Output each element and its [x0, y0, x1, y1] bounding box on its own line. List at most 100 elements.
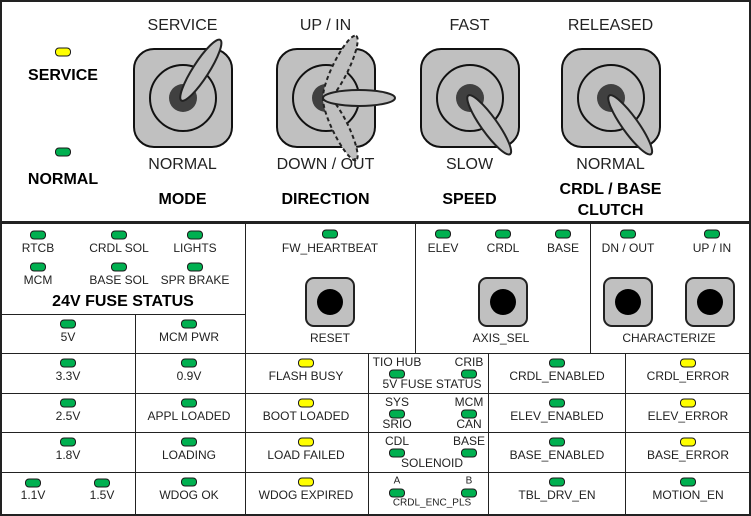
- fuse-24v-title: 24V FUSE STATUS: [52, 293, 194, 310]
- direction-toggle-switch[interactable]: [276, 34, 396, 162]
- divider: [135, 314, 136, 514]
- divider: [625, 353, 626, 514]
- characterize-dn-out-button[interactable]: [603, 277, 653, 327]
- divider: [0, 393, 751, 394]
- enabled-label: TBL_DRV_EN: [518, 488, 596, 502]
- boot-label: WDOG OK: [159, 488, 219, 502]
- error-label: ELEV_ERROR: [647, 409, 729, 423]
- divider: [245, 353, 246, 514]
- divider: [0, 472, 751, 473]
- characterize-up-in-button[interactable]: [685, 277, 735, 327]
- pair-right-led: [461, 448, 477, 458]
- pair-right-led: [461, 409, 477, 419]
- divider: [488, 353, 489, 514]
- boot-led: [181, 358, 197, 368]
- axis-led: [495, 229, 511, 239]
- normal-led: [55, 147, 71, 157]
- error-led: [680, 437, 696, 447]
- boot-label: 0.9V: [176, 369, 202, 383]
- speed-title: SPEED: [442, 191, 497, 208]
- service-indicator-label: SERVICE: [28, 67, 98, 84]
- pair-right-label: B: [465, 475, 473, 487]
- mode-top-label: SERVICE: [147, 17, 218, 34]
- clutch-toggle-switch[interactable]: [561, 48, 661, 156]
- normal-indicator-label: NORMAL: [27, 171, 99, 188]
- clutch-title-line1: CRDL / BASE: [559, 181, 662, 198]
- error-label: BASE_ERROR: [646, 448, 730, 462]
- axis-label: CRDL: [486, 241, 520, 255]
- speed-bottom-label: SLOW: [445, 156, 494, 173]
- pair-right-label: CRIB: [454, 355, 484, 369]
- divider: [590, 224, 591, 353]
- divider: [0, 221, 751, 224]
- flash-led: [298, 358, 314, 368]
- error-led: [680, 398, 696, 408]
- enabled-led: [549, 477, 565, 487]
- fuse-label: LIGHTS: [173, 241, 217, 255]
- pair-right-sub: CAN: [456, 417, 482, 431]
- characterize-label: CHARACTERIZE: [622, 331, 716, 345]
- error-label: CRDL_ERROR: [646, 369, 730, 383]
- fuse-label: CRDL SOL: [89, 241, 149, 255]
- pair-left-led: [389, 409, 405, 419]
- fuse-led: [30, 230, 46, 240]
- error-led: [680, 477, 696, 487]
- voltage-label: 1.8V: [55, 448, 81, 462]
- pair-left-led: [389, 369, 405, 379]
- characterize-led: [704, 229, 720, 239]
- voltage-led: [94, 478, 110, 488]
- flash-label: FLASH BUSY: [268, 369, 344, 383]
- axis-label: BASE: [546, 241, 580, 255]
- direction-title: DIRECTION: [281, 191, 370, 208]
- mode-toggle-switch[interactable]: [133, 38, 233, 148]
- divider: [415, 224, 416, 353]
- pair-left-label: CDL: [384, 434, 410, 448]
- boot-label: LOADING: [161, 448, 217, 462]
- clutch-title-line2: CLUTCH: [577, 202, 644, 219]
- pair-left-label: SYS: [384, 395, 410, 409]
- heartbeat-led: [322, 229, 338, 239]
- flash-led: [298, 398, 314, 408]
- reset-button[interactable]: [305, 277, 355, 327]
- boot-label: APPL LOADED: [147, 409, 231, 423]
- enabled-led: [549, 358, 565, 368]
- boot-led: [181, 398, 197, 408]
- flash-label: WDOG EXPIRED: [258, 488, 354, 502]
- pair-left-led: [389, 488, 405, 498]
- voltage-led: [60, 358, 76, 368]
- pair-right-label: MCM: [454, 395, 484, 409]
- voltage-led: [60, 437, 76, 447]
- service-led: [55, 47, 71, 57]
- axis-led: [555, 229, 571, 239]
- fuse-led: [111, 230, 127, 240]
- flash-label: LOAD FAILED: [267, 448, 345, 462]
- axis-sel-button[interactable]: [478, 277, 528, 327]
- fuse-led: [187, 230, 203, 240]
- fuse-label: BASE SOL: [89, 273, 149, 287]
- mode-bottom-label: NORMAL: [148, 156, 217, 173]
- axis-led: [435, 229, 451, 239]
- fuse-led: [187, 262, 203, 272]
- voltage-led: [60, 398, 76, 408]
- axis-label: ELEV: [427, 241, 459, 255]
- speed-toggle-switch[interactable]: [420, 48, 520, 156]
- mode-title: MODE: [158, 191, 207, 208]
- divider: [368, 353, 369, 514]
- heartbeat-label: FW_HEARTBEAT: [281, 241, 379, 255]
- enabled-label: CRDL_ENABLED: [509, 369, 605, 383]
- enabled-led: [549, 398, 565, 408]
- power-led: [60, 319, 76, 329]
- divider: [0, 0, 2, 516]
- fuse-label: RTCB: [21, 241, 55, 255]
- pair-right-label: BASE: [452, 434, 486, 448]
- enabled-label: BASE_ENABLED: [509, 448, 605, 462]
- fuse-label: MCM: [23, 273, 53, 287]
- characterize-led: [620, 229, 636, 239]
- pair-right-led: [461, 488, 477, 498]
- enabled-label: ELEV_ENABLED: [510, 409, 604, 423]
- divider: [0, 0, 751, 2]
- divider: [749, 0, 751, 516]
- error-label: MOTION_EN: [652, 488, 724, 502]
- pair-left-label: A: [393, 475, 401, 487]
- voltage-label: 2.5V: [55, 409, 81, 423]
